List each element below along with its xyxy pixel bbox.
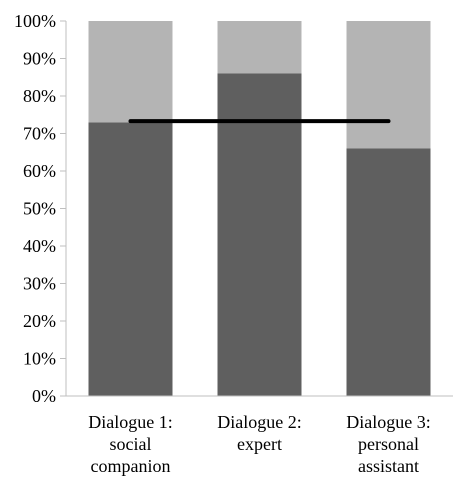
bar-segment-3-2 xyxy=(346,21,431,149)
y-tick-label: 10% xyxy=(23,349,56,369)
x-category-label-line: Dialogue 1: xyxy=(88,412,172,432)
x-category-label-line: assistant xyxy=(358,456,419,476)
bar-segment-1-1 xyxy=(88,122,173,397)
x-category-label-line: companion xyxy=(91,456,171,476)
y-tick-label: 60% xyxy=(23,161,56,181)
bar-segment-3-1 xyxy=(346,148,431,396)
x-category-label-2: Dialogue 2: expert xyxy=(217,412,301,454)
x-category-label-3: Dialogue 3: personal assistant xyxy=(346,412,430,476)
bar-segment-1-2 xyxy=(88,21,173,123)
bars-group xyxy=(88,21,431,397)
x-category-label-line: expert xyxy=(237,434,282,454)
bar-segment-2-2 xyxy=(217,21,302,74)
x-category-label-1: Dialogue 1: social companion xyxy=(88,412,172,476)
x-category-label-line: Dialogue 3: xyxy=(346,412,430,432)
y-tick-label: 100% xyxy=(14,11,56,31)
y-axis: 0% 10% 20% 30% 40% 50% 60% 70% 80% 90% 100% xyxy=(14,11,453,406)
y-tick-label: 80% xyxy=(23,86,56,106)
y-tick-label: 30% xyxy=(23,274,56,294)
y-tick-label: 90% xyxy=(23,49,56,69)
y-tick-label: 0% xyxy=(32,386,56,406)
y-tick-label: 40% xyxy=(23,236,56,256)
x-axis: Dialogue 1: social companion Dialogue 2: exp… xyxy=(88,412,430,476)
x-category-label-line: Dialogue 2: xyxy=(217,412,301,432)
y-tick-label: 70% xyxy=(23,124,56,144)
bar-segment-2-1 xyxy=(217,73,302,396)
x-category-label-line: social xyxy=(110,434,152,454)
x-category-label-line: personal xyxy=(358,434,419,454)
y-tick-label: 50% xyxy=(23,199,56,219)
y-tick-label: 20% xyxy=(23,311,56,331)
